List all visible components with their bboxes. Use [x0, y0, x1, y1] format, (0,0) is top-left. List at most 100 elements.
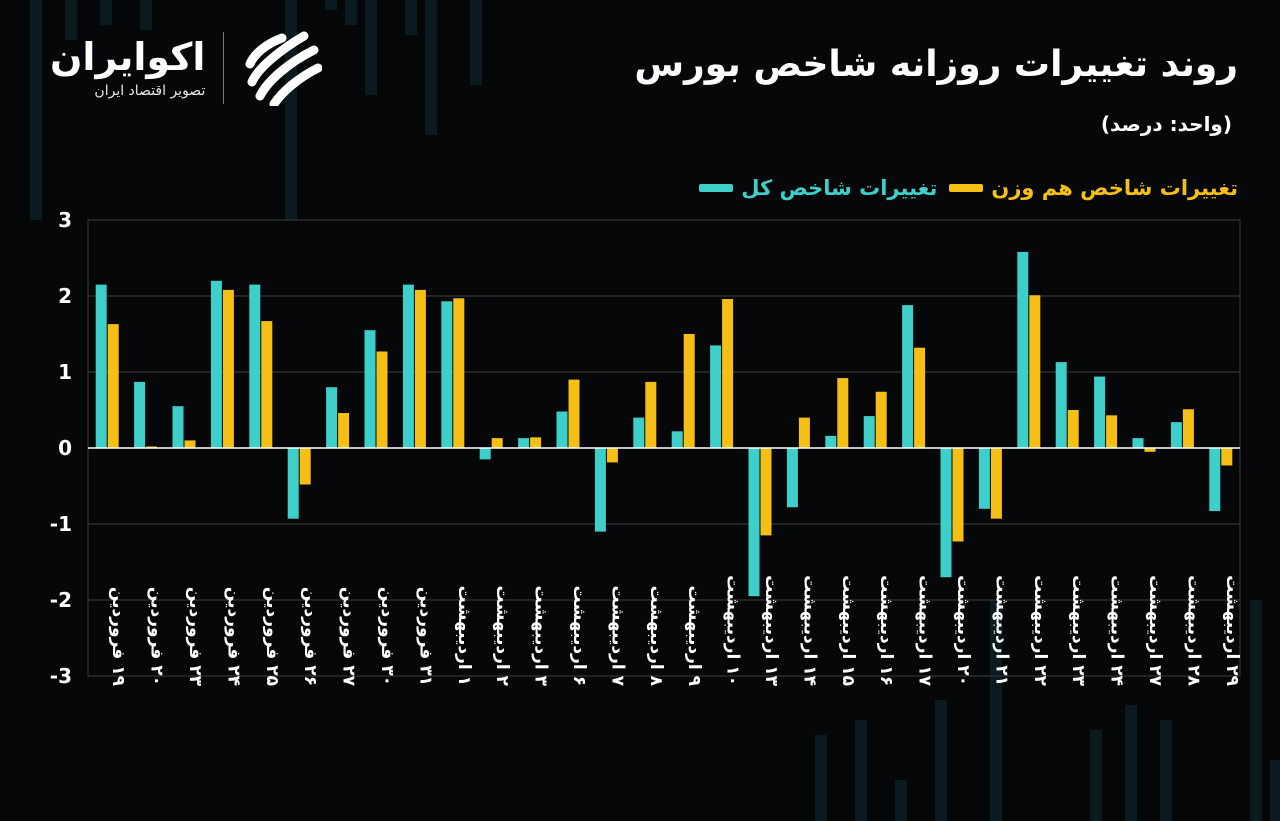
- logo-tagline: تصویر اقتصاد ایران: [94, 82, 206, 99]
- x-tick-label: ۲۳ اردیبهشت: [1068, 575, 1088, 686]
- background-candle: [65, 0, 77, 40]
- bar-equal-weight: [261, 321, 273, 448]
- bar-equal-weight: [491, 438, 503, 448]
- background-candle: [935, 700, 947, 821]
- bar-total-index: [1094, 376, 1106, 448]
- bar-equal-weight: [1067, 410, 1079, 448]
- background-candle: [30, 0, 42, 220]
- background-candle: [1125, 705, 1137, 821]
- y-tick-label: -2: [50, 588, 72, 612]
- bar-equal-weight: [568, 379, 580, 448]
- legend-label-total-index: تغییرات شاخص کل: [741, 176, 938, 200]
- bar-equal-weight: [299, 448, 311, 485]
- chart-unit: (واحد: درصد): [1100, 112, 1232, 136]
- y-tick-label: -3: [50, 664, 72, 688]
- bar-equal-weight: [952, 448, 964, 542]
- background-candle: [405, 0, 417, 35]
- bar-equal-weight: [1144, 448, 1156, 452]
- chart-title: روند تغییرات روزانه شاخص بورس: [634, 44, 1238, 85]
- bar-equal-weight: [414, 289, 426, 448]
- logo-text: اکوایران تصویر اقتصاد ایران: [50, 36, 206, 99]
- bar-total-index: [710, 345, 722, 448]
- bar-equal-weight: [837, 378, 849, 448]
- legend-swatch-total-index: [699, 184, 734, 192]
- x-tick-label: ۱۷ اردیبهشت: [915, 575, 935, 686]
- chart-legend: تغییرات شاخص کل تغییرات شاخص هم وزن: [699, 176, 1238, 200]
- bar-equal-weight: [1029, 295, 1041, 448]
- bar-total-index: [940, 448, 952, 578]
- bar-equal-weight: [760, 448, 772, 536]
- x-tick-label: ۱۴ اردیبهشت: [799, 575, 819, 686]
- background-candle: [1250, 600, 1262, 821]
- bar-equal-weight: [1182, 409, 1194, 448]
- bar-total-index: [1170, 422, 1182, 448]
- x-tick-label: ۲۸ اردیبهشت: [1183, 575, 1203, 686]
- y-tick-label: -1: [50, 512, 72, 536]
- x-tick-label: ۱۶ اردیبهشت: [876, 575, 896, 686]
- bar-total-index: [594, 448, 606, 532]
- x-tick-label: ۳ اردیبهشت: [531, 586, 551, 687]
- bar-equal-weight: [530, 437, 542, 448]
- bar-total-index: [441, 301, 453, 448]
- x-tick-label: ۱ اردیبهشت: [454, 586, 474, 687]
- bar-total-index: [671, 431, 683, 448]
- bar-total-index: [364, 330, 376, 448]
- logo: اکوایران تصویر اقتصاد ایران: [50, 30, 323, 106]
- x-tick-label: ۲۷ فروردین: [339, 587, 359, 687]
- bar-equal-weight: [1221, 448, 1233, 466]
- background-candle: [1090, 730, 1102, 821]
- bar-equal-weight: [146, 446, 158, 448]
- x-tick-label: ۱۹ فروردین: [108, 587, 128, 687]
- ecoiran-swirl-icon: [245, 31, 323, 106]
- x-tick-label: ۸ اردیبهشت: [646, 586, 666, 687]
- bar-total-index: [825, 435, 837, 448]
- x-tick-label: ۲۱ اردیبهشت: [991, 575, 1011, 686]
- bar-total-index: [518, 438, 530, 448]
- bar-total-index: [748, 448, 760, 597]
- x-tick-label: ۲۴ فروردین: [223, 587, 243, 686]
- y-tick-label: 3: [58, 208, 72, 232]
- x-tick-label: ۲۷ اردیبهشت: [1145, 575, 1165, 686]
- legend-label-equal-weight: تغییرات شاخص هم وزن: [991, 176, 1238, 200]
- x-tick-label: ۱۰ اردیبهشت: [723, 575, 743, 686]
- bar-total-index: [1017, 251, 1029, 448]
- background-candle: [470, 0, 482, 85]
- bar-equal-weight: [645, 381, 657, 448]
- bar-equal-weight: [1106, 415, 1118, 448]
- bar-total-index: [249, 284, 261, 448]
- bar-equal-weight: [376, 351, 388, 448]
- bar-total-index: [479, 448, 491, 460]
- bar-total-index: [172, 406, 184, 448]
- bar-total-index: [786, 448, 798, 508]
- x-tick-label: ۲۰ اردیبهشت: [953, 575, 973, 686]
- x-tick-label: ۲۰ فروردین: [147, 587, 167, 686]
- x-tick-label: ۲۹ اردیبهشت: [1222, 575, 1242, 686]
- bar-total-index: [95, 284, 107, 448]
- bar-equal-weight: [990, 448, 1002, 519]
- bar-equal-weight: [222, 289, 234, 448]
- bar-equal-weight: [914, 347, 926, 448]
- bar-total-index: [978, 448, 990, 509]
- bar-total-index: [210, 280, 222, 448]
- x-tick-label: ۳۰ فروردین: [377, 587, 397, 686]
- bar-total-index: [134, 381, 146, 448]
- logo-divider: [223, 32, 225, 104]
- bar-total-index: [556, 411, 568, 448]
- x-tick-label: ۷ اردیبهشت: [607, 586, 627, 687]
- bar-equal-weight: [606, 448, 618, 463]
- background-candle: [895, 780, 907, 821]
- bar-total-index: [902, 305, 914, 448]
- bar-equal-weight: [798, 417, 810, 448]
- bar-equal-weight: [683, 334, 695, 448]
- bar-equal-weight: [338, 413, 350, 448]
- background-candle: [855, 720, 867, 821]
- bar-total-index: [402, 284, 414, 448]
- legend-swatch-equal-weight: [949, 184, 984, 192]
- x-tick-label: ۱۵ اردیبهشت: [838, 575, 858, 686]
- background-candle: [285, 0, 297, 220]
- bar-equal-weight: [184, 440, 196, 448]
- y-tick-label: 1: [58, 360, 72, 384]
- background-candle: [140, 0, 152, 30]
